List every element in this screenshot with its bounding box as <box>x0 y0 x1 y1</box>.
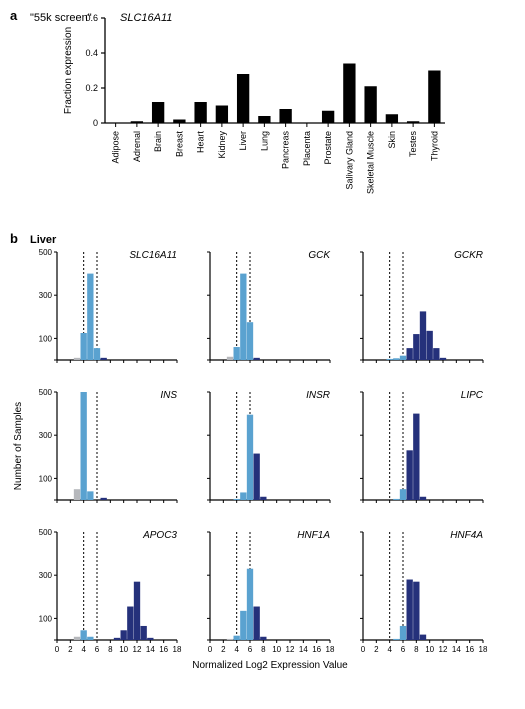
panel-a-label: a <box>10 8 17 23</box>
svg-text:10: 10 <box>119 645 128 654</box>
svg-text:100: 100 <box>39 474 53 483</box>
svg-text:Fraction expression: Fraction expression <box>63 27 74 114</box>
svg-text:300: 300 <box>39 431 53 440</box>
svg-text:Liver: Liver <box>238 131 248 151</box>
svg-text:Skeletal Muscle: Skeletal Muscle <box>366 131 376 194</box>
svg-text:Thyroid: Thyroid <box>429 131 439 161</box>
svg-text:Number of Samples: Number of Samples <box>13 402 24 490</box>
svg-text:12: 12 <box>286 645 295 654</box>
svg-text:INSR: INSR <box>306 390 330 401</box>
svg-text:0: 0 <box>361 645 366 654</box>
svg-text:Brain: Brain <box>153 131 163 152</box>
svg-text:6: 6 <box>248 645 253 654</box>
svg-text:6: 6 <box>95 645 100 654</box>
svg-text:500: 500 <box>39 388 53 397</box>
svg-text:300: 300 <box>39 571 53 580</box>
svg-text:2: 2 <box>374 645 379 654</box>
svg-text:HNF4A: HNF4A <box>450 530 483 541</box>
svg-text:Prostate: Prostate <box>323 131 333 165</box>
panel-b-grid: 100300500SLC16A11GCKGCKR100300500INSINSR… <box>5 238 525 708</box>
svg-text:6: 6 <box>401 645 406 654</box>
panel-a-chart: 0 0.2 0.4 0.6 Fraction expression SLC16A11 Adi… <box>50 8 510 223</box>
svg-text:0.6: 0.6 <box>85 13 98 23</box>
svg-text:12: 12 <box>439 645 448 654</box>
svg-text:100: 100 <box>39 334 53 343</box>
svg-text:10: 10 <box>272 645 281 654</box>
svg-text:Lung: Lung <box>259 131 269 151</box>
svg-text:14: 14 <box>299 645 308 654</box>
svg-text:500: 500 <box>39 528 53 537</box>
svg-text:10: 10 <box>425 645 434 654</box>
svg-text:18: 18 <box>326 645 335 654</box>
svg-text:Placenta: Placenta <box>302 131 312 166</box>
svg-text:0: 0 <box>208 645 213 654</box>
svg-text:HNF1A: HNF1A <box>297 530 330 541</box>
svg-text:Pancreas: Pancreas <box>281 131 291 170</box>
svg-text:LIPC: LIPC <box>461 390 484 401</box>
svg-text:GCK: GCK <box>308 250 331 261</box>
svg-text:14: 14 <box>146 645 155 654</box>
svg-text:GCKR: GCKR <box>454 250 483 261</box>
figure-root: a "55k screen" 00.20.40.6Fraction expres… <box>0 0 525 709</box>
svg-text:Normalized Log2 Expression Val: Normalized Log2 Expression Value <box>192 660 348 671</box>
svg-text:16: 16 <box>159 645 168 654</box>
svg-text:Salivary Gland: Salivary Gland <box>344 131 354 190</box>
svg-text:14: 14 <box>452 645 461 654</box>
svg-text:Kidney: Kidney <box>217 131 227 159</box>
svg-text:8: 8 <box>414 645 419 654</box>
svg-text:4: 4 <box>81 645 86 654</box>
svg-text:18: 18 <box>173 645 182 654</box>
svg-text:Adrenal: Adrenal <box>132 131 142 162</box>
svg-text:APOC3: APOC3 <box>142 530 177 541</box>
svg-text:INS: INS <box>160 390 177 401</box>
svg-text:12: 12 <box>133 645 142 654</box>
svg-text:18: 18 <box>479 645 488 654</box>
svg-text:SLC16A11: SLC16A11 <box>120 12 172 24</box>
svg-text:2: 2 <box>221 645 226 654</box>
svg-text:4: 4 <box>234 645 239 654</box>
svg-text:4: 4 <box>387 645 392 654</box>
svg-text:0.2: 0.2 <box>85 83 98 93</box>
svg-text:0: 0 <box>55 645 60 654</box>
svg-text:Skin: Skin <box>387 131 397 149</box>
svg-text:16: 16 <box>465 645 474 654</box>
svg-text:100: 100 <box>39 614 53 623</box>
svg-text:Adipose: Adipose <box>111 131 121 164</box>
svg-text:Testes: Testes <box>408 131 418 158</box>
svg-text:300: 300 <box>39 291 53 300</box>
svg-text:2: 2 <box>68 645 73 654</box>
svg-text:Breast: Breast <box>174 131 184 158</box>
svg-text:Heart: Heart <box>196 131 206 154</box>
svg-text:0.4: 0.4 <box>85 48 98 58</box>
svg-text:SLC16A11: SLC16A11 <box>129 250 177 261</box>
svg-text:0: 0 <box>93 118 98 128</box>
svg-text:500: 500 <box>39 248 53 257</box>
svg-text:8: 8 <box>261 645 266 654</box>
svg-text:16: 16 <box>312 645 321 654</box>
svg-text:8: 8 <box>108 645 113 654</box>
